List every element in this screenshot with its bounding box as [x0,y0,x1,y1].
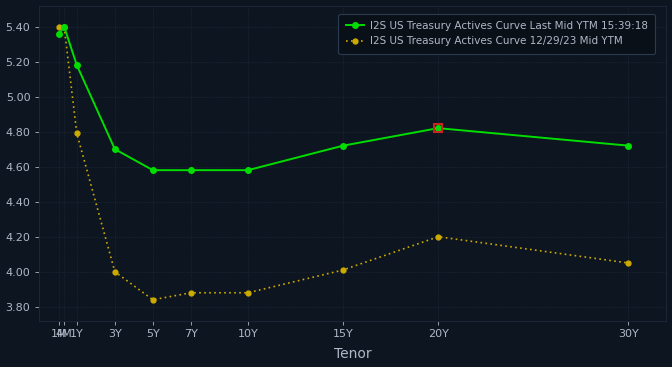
I2S US Treasury Actives Curve Last Mid YTM 15:39:18 [111,147,119,151]
I2S US Treasury Actives Curve 12/29/23 Mid YTM [339,268,347,272]
I2S US Treasury Actives Curve Last Mid YTM 15:39:18 [244,168,252,172]
I2S US Treasury Actives Curve 12/29/23 Mid YTM [244,291,252,295]
Line: I2S US Treasury Actives Curve Last Mid YTM 15:39:18: I2S US Treasury Actives Curve Last Mid Y… [56,24,631,173]
I2S US Treasury Actives Curve 12/29/23 Mid YTM [149,298,157,302]
I2S US Treasury Actives Curve Last Mid YTM 15:39:18 [55,31,63,36]
I2S US Treasury Actives Curve 12/29/23 Mid YTM [187,291,195,295]
X-axis label: Tenor: Tenor [334,348,372,361]
I2S US Treasury Actives Curve Last Mid YTM 15:39:18 [73,63,81,67]
I2S US Treasury Actives Curve 12/29/23 Mid YTM [60,24,68,29]
I2S US Treasury Actives Curve 12/29/23 Mid YTM [55,24,63,29]
I2S US Treasury Actives Curve Last Mid YTM 15:39:18 [187,168,195,172]
I2S US Treasury Actives Curve Last Mid YTM 15:39:18 [434,126,442,130]
I2S US Treasury Actives Curve Last Mid YTM 15:39:18 [624,143,632,148]
I2S US Treasury Actives Curve 12/29/23 Mid YTM [111,269,119,274]
I2S US Treasury Actives Curve Last Mid YTM 15:39:18 [149,168,157,172]
I2S US Treasury Actives Curve Last Mid YTM 15:39:18 [339,143,347,148]
I2S US Treasury Actives Curve 12/29/23 Mid YTM [73,131,81,135]
I2S US Treasury Actives Curve 12/29/23 Mid YTM [624,261,632,265]
I2S US Treasury Actives Curve 12/29/23 Mid YTM [434,235,442,239]
Line: I2S US Treasury Actives Curve 12/29/23 Mid YTM: I2S US Treasury Actives Curve 12/29/23 M… [57,24,631,302]
Legend: I2S US Treasury Actives Curve Last Mid YTM 15:39:18, I2S US Treasury Actives Cur: I2S US Treasury Actives Curve Last Mid Y… [339,14,655,54]
I2S US Treasury Actives Curve Last Mid YTM 15:39:18 [60,24,68,29]
